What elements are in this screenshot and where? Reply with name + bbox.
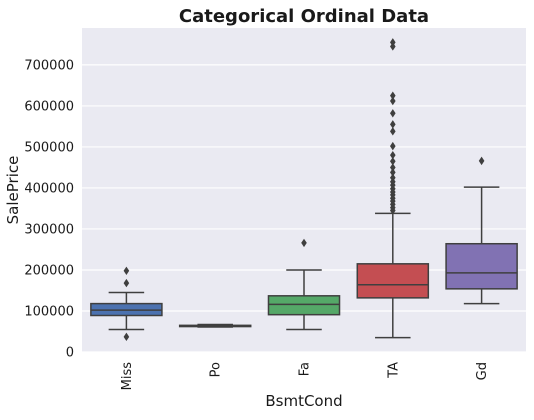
y-tick-label: 300000 [24,222,74,237]
outlier-point [390,157,396,166]
outlier-point [301,238,307,248]
outlier-point [123,278,130,288]
y-tick-label: 200000 [24,263,74,278]
outlier-point [390,173,396,182]
box-fa [267,238,341,331]
outlier-point [123,332,130,342]
outlier-point [390,127,396,136]
box-series [90,38,518,342]
x-tick-label-po: Po [209,362,224,377]
outlier-point [390,120,396,129]
outlier-point [390,91,396,100]
chart-title: Categorical Ordinal Data [179,6,429,27]
iqr-box [267,295,341,316]
y-tick-label: 700000 [24,58,74,73]
outlier-point [390,163,396,172]
y-tick-label: 500000 [24,140,74,155]
outlier-point [390,109,396,118]
outlier-point [123,266,130,275]
box-ta [356,38,430,339]
outlier-point [390,150,396,160]
y-axis-label: SalePrice [4,156,22,225]
y-tick-label: 100000 [24,304,74,319]
box-po [178,323,252,328]
x-tick-label-gd: Gd [475,362,490,380]
x-axis-ticks: Miss Po Fa TA Gd [120,362,490,391]
outlier-point [390,96,396,106]
box-gd [445,156,518,305]
outlier-point [390,38,396,47]
iqr-box [356,263,430,299]
outlier-point [390,168,396,177]
x-axis-label: BsmtCond [265,392,342,410]
iqr-box [445,242,518,290]
outlier-point [478,156,485,166]
y-tick-label: 400000 [24,181,74,196]
outlier-point [390,141,396,151]
x-tick-label-fa: Fa [298,362,313,376]
y-tick-label: 0 [66,346,74,361]
y-axis-ticks: 0 100000 200000 300000 400000 500000 600000 700… [24,58,74,360]
y-tick-label: 600000 [24,99,74,114]
x-tick-label-ta: TA [386,362,401,379]
x-tick-label-miss: Miss [120,362,135,391]
box-miss [90,266,163,342]
